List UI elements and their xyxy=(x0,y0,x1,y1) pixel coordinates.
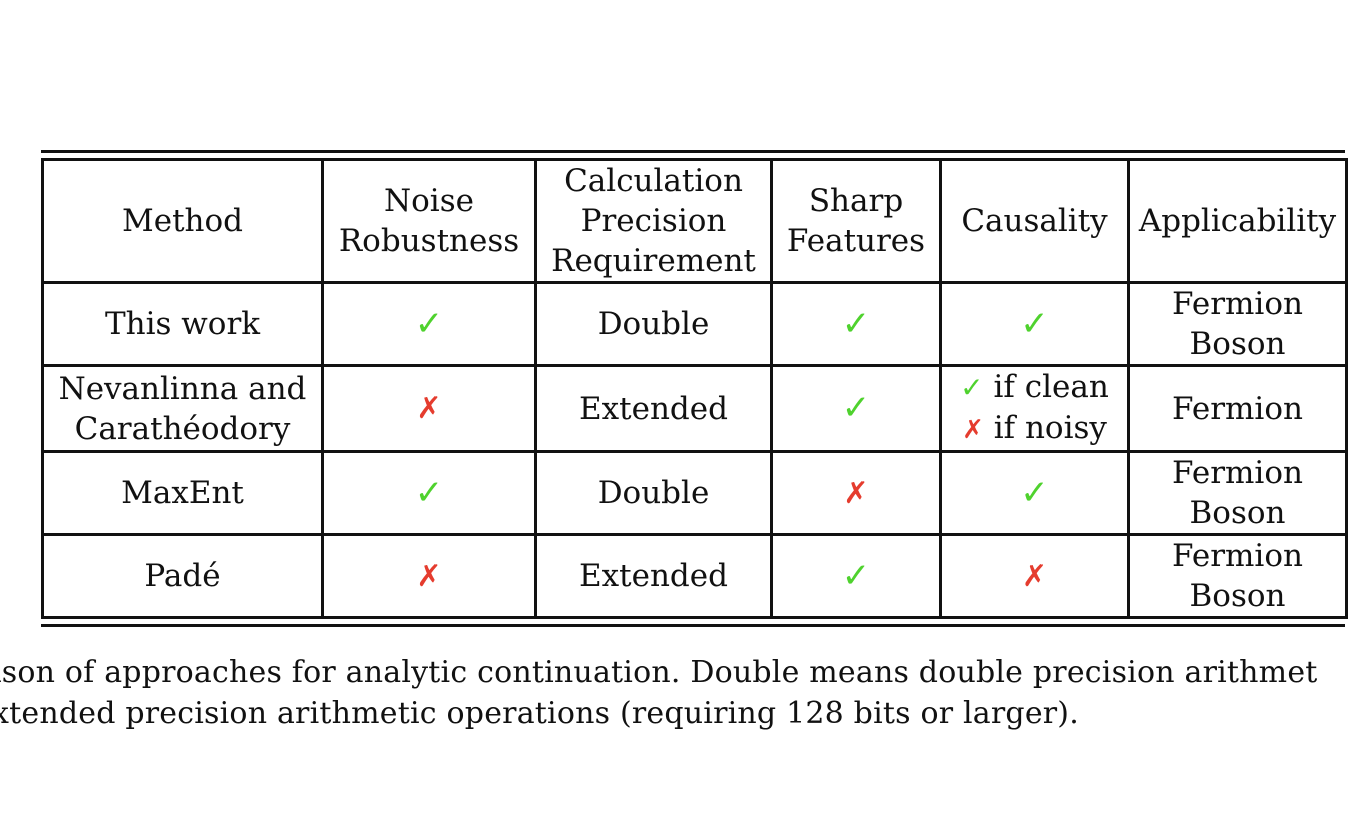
check-mark-icon: ✓ xyxy=(1020,303,1049,344)
causality-cell: ✗ xyxy=(939,533,1130,619)
sharp-cell: ✓ xyxy=(770,281,942,367)
caption-line-2: xtended precision arithmetic operations … xyxy=(0,696,1079,731)
sharp-cell: ✗ xyxy=(770,450,942,536)
applicability-cell: Fermion Boson xyxy=(1127,281,1348,367)
sharp-cell: ✓ xyxy=(770,364,942,453)
header-applicability: Applicability xyxy=(1127,158,1348,284)
bottom-rule xyxy=(41,624,1345,627)
causality-cell: ✓ xyxy=(939,281,1130,367)
check-mark-icon: ✓ xyxy=(414,472,444,513)
cross-mark-icon: ✗ xyxy=(416,391,442,426)
check-mark-icon: ✓ xyxy=(414,303,444,344)
method-cell: Nevanlinna and Carathéodory xyxy=(41,364,324,453)
check-mark-icon: ✓ xyxy=(841,555,871,596)
applicability-cell: Fermion xyxy=(1127,364,1348,453)
method-cell: Padé xyxy=(41,533,324,619)
comparison-table-block: Method Noise Robustness Calculation Prec… xyxy=(41,150,1348,627)
noise-cell: ✗ xyxy=(321,533,537,619)
causality-cell: ✓ xyxy=(939,450,1130,536)
header-sharp-features: Sharp Features xyxy=(770,158,942,284)
applicability-cell: Fermion Boson xyxy=(1127,450,1348,536)
sharp-cell: ✓ xyxy=(770,533,942,619)
check-mark-icon: ✓ xyxy=(841,388,871,428)
header-row: Method Noise Robustness Calculation Prec… xyxy=(41,158,1348,284)
method-cell: This work xyxy=(41,281,324,367)
cross-mark-icon: ✗ xyxy=(843,475,869,511)
noise-cell: ✓ xyxy=(321,450,537,536)
precision-cell: Double xyxy=(534,450,773,536)
header-precision-requirement: Calculation Precision Requirement xyxy=(534,158,773,284)
causality-line: ✗ if noisy xyxy=(962,410,1107,446)
table-row: MaxEnt ✓ Double ✗ ✓ Fermion Boson xyxy=(41,450,1348,536)
header-noise-robustness: Noise Robustness xyxy=(321,158,537,284)
cross-mark-icon: ✗ xyxy=(416,558,442,594)
header-causality: Causality xyxy=(939,158,1130,284)
top-rule xyxy=(41,150,1345,153)
cross-mark-icon: ✗ xyxy=(962,415,984,445)
method-cell: MaxEnt xyxy=(41,450,324,536)
precision-cell: Double xyxy=(534,281,773,367)
noise-cell: ✗ xyxy=(321,364,537,453)
precision-cell: Extended xyxy=(534,533,773,619)
check-mark-icon: ✓ xyxy=(960,371,984,404)
table-row: This work ✓ Double ✓ ✓ Fermion Boson xyxy=(41,281,1348,367)
caption-line-1: ison of approaches for analytic continua… xyxy=(0,655,1318,690)
header-method: Method xyxy=(41,158,324,284)
applicability-cell: Fermion Boson xyxy=(1127,533,1348,619)
table-caption: ison of approaches for analytic continua… xyxy=(0,652,1372,734)
noise-cell: ✓ xyxy=(321,281,537,367)
causality-cell: ✓ if clean ✗ if noisy xyxy=(939,364,1130,453)
check-mark-icon: ✓ xyxy=(841,303,871,344)
table-row: Padé ✗ Extended ✓ ✗ Fermion Boson xyxy=(41,533,1348,619)
precision-cell: Extended xyxy=(534,364,773,453)
comparison-table: Method Noise Robustness Calculation Prec… xyxy=(41,158,1348,619)
cross-mark-icon: ✗ xyxy=(1021,558,1048,594)
check-mark-icon: ✓ xyxy=(1020,472,1049,513)
table-row: Nevanlinna and Carathéodory ✗ Extended ✓… xyxy=(41,364,1348,453)
causality-line: ✓ if clean xyxy=(960,369,1109,405)
